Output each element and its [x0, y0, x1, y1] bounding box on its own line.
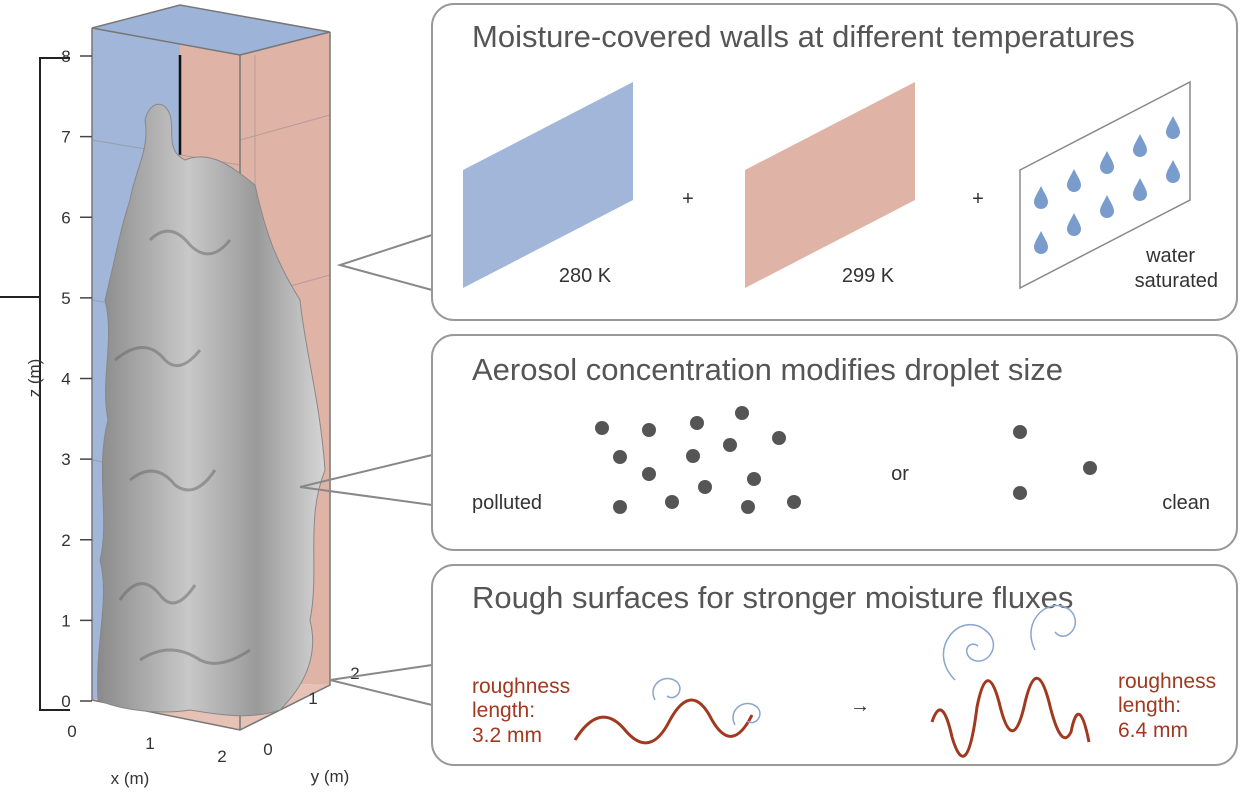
x-tick-label: 0	[67, 722, 76, 741]
z-axis-label: z (m)	[25, 359, 44, 398]
panel	[431, 564, 1238, 766]
z-tick-label: 7	[61, 128, 70, 147]
z-tick-label: 0	[61, 692, 70, 711]
label: polluted	[472, 492, 542, 514]
z-tick-label: 5	[61, 289, 70, 308]
panel	[431, 334, 1238, 551]
cloud-plume	[97, 103, 326, 717]
label: length:	[472, 699, 535, 722]
label: water	[1145, 245, 1195, 267]
z-tick-label: 3	[61, 450, 70, 469]
label: 3.2 mm	[472, 724, 542, 747]
y-tick-label: 0	[263, 740, 272, 759]
label: 6.4 mm	[1118, 719, 1188, 742]
warm-wall-icon	[745, 82, 915, 288]
label: or	[891, 463, 909, 485]
x-tick-label: 1	[145, 734, 154, 753]
x-axis-label: x (m)	[111, 769, 150, 788]
bracket	[0, 57, 70, 711]
z-tick-label: 6	[61, 208, 70, 227]
z-tick-label: 2	[61, 531, 70, 550]
label: 280 K	[559, 265, 612, 287]
z-tick-label: 8	[61, 47, 70, 66]
wet-wall-icon	[1019, 80, 1191, 290]
x-tick-label: 2	[217, 747, 226, 766]
eddies	[652, 677, 761, 726]
z-tick-label: 4	[61, 370, 70, 389]
eddies	[942, 604, 1077, 681]
callout	[299, 454, 433, 506]
callout	[336, 234, 433, 291]
label: clean	[1162, 492, 1210, 514]
panel-title: Aerosol concentration modifies droplet s…	[472, 352, 1063, 387]
panel-title: Rough surfaces for stronger moisture flu…	[472, 580, 1073, 615]
plus: +	[682, 188, 694, 210]
arrow: →	[850, 695, 870, 717]
plume-texture	[114, 229, 251, 665]
aerosol-dots	[595, 406, 1097, 514]
y-tick-label: 1	[308, 689, 317, 708]
label: roughness	[472, 675, 570, 698]
rough-surface-low	[573, 698, 754, 745]
panel-title: Moisture-covered walls at different temp…	[472, 19, 1135, 54]
rough-surface-high	[930, 676, 1091, 758]
label: roughness	[1118, 670, 1216, 693]
callout	[329, 664, 433, 706]
domain-box	[91, 4, 331, 731]
label: 299 K	[842, 265, 895, 287]
z-axis: 0 1 2 3 4 5 6 7 8	[61, 47, 92, 711]
cold-wall-icon	[463, 82, 633, 288]
y-axis-label: y (m)	[311, 767, 350, 786]
label: length:	[1118, 694, 1181, 717]
z-tick-label: 1	[61, 611, 70, 630]
y-tick-label: 2	[350, 664, 359, 683]
label: saturated	[1135, 270, 1218, 292]
plus: +	[972, 188, 984, 210]
